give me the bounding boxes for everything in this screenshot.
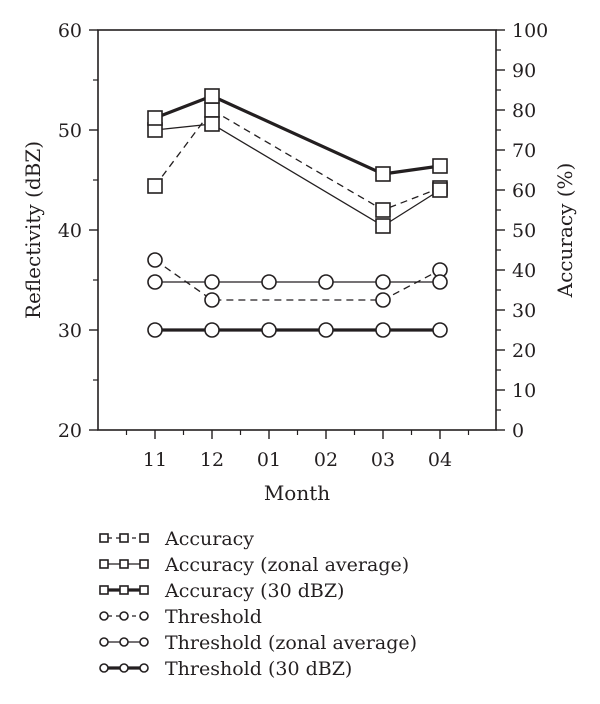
legend-marker	[139, 533, 149, 543]
data-point-circle	[432, 274, 448, 290]
legend-marker	[99, 533, 109, 543]
legend-marker	[119, 585, 129, 595]
legend-marker	[119, 637, 129, 647]
series-line	[154, 109, 441, 211]
data-point-square	[432, 182, 448, 198]
right-axis-tick-label: 40	[512, 260, 536, 282]
legend-marker	[139, 663, 149, 673]
right-axis-tick-label: 100	[512, 20, 548, 42]
x-axis-tick-label: 03	[371, 449, 395, 471]
data-point-circle	[147, 274, 163, 290]
legend-marker	[139, 585, 149, 595]
series-accuracy-30-dbz	[147, 88, 448, 182]
data-point-circle	[318, 274, 334, 290]
data-point-square	[375, 202, 391, 218]
legend: Accuracy Accuracy (zonal average) Accuracy…	[99, 528, 417, 680]
data-point-square	[147, 110, 163, 126]
x-axis-tick-label: 11	[143, 449, 167, 471]
legend-item: Threshold (30 dBZ)	[99, 658, 352, 680]
data-point-square	[375, 166, 391, 182]
x-axis-tick-label: 12	[200, 449, 224, 471]
legend-marker	[99, 663, 109, 673]
legend-marker	[119, 611, 129, 621]
right-axis-tick-label: 0	[512, 420, 524, 442]
data-point-circle	[147, 252, 163, 268]
data-point-circle	[147, 322, 163, 338]
x-axis-tick-label: 02	[314, 449, 338, 471]
legend-item: Accuracy (zonal average)	[99, 554, 409, 576]
plot-frame	[97, 29, 497, 431]
legend-item: Threshold	[99, 606, 262, 628]
series-line	[154, 123, 441, 227]
right-axis-tick-label: 30	[512, 300, 536, 322]
data-point-circle	[261, 322, 277, 338]
legend-label: Threshold (zonal average)	[165, 632, 417, 654]
legend-marker	[99, 611, 109, 621]
right-axis-title: Accuracy (%)	[553, 163, 577, 299]
x-axis-title: Month	[264, 481, 330, 505]
data-point-circle	[261, 274, 277, 290]
series-threshold-30-dbz	[147, 322, 448, 338]
legend-marker	[139, 559, 149, 569]
legend-marker	[99, 585, 109, 595]
right-axis-tick-label: 60	[512, 180, 536, 202]
legend-item: Accuracy (30 dBZ)	[99, 580, 344, 602]
data-point-circle	[204, 274, 220, 290]
plot-area	[147, 88, 448, 338]
right-axis-tick-label: 10	[512, 380, 536, 402]
data-point-square	[204, 116, 220, 132]
axes: 20 30 40 50 60 0 10 20 30 40 50 60 70 80 90 100 11 12 01 02…	[21, 20, 577, 505]
right-axis-tick-label: 80	[512, 100, 536, 122]
series-threshold	[147, 252, 448, 308]
legend-label: Accuracy (30 dBZ)	[164, 580, 344, 602]
data-point-square	[204, 102, 220, 118]
left-axis-title: Reflectivity (dBZ)	[21, 141, 45, 319]
left-axis-tick-label: 30	[58, 320, 82, 342]
right-axis-tick-label: 50	[512, 220, 536, 242]
x-axis-tick-label: 04	[428, 449, 452, 471]
left-axis-tick-label: 60	[58, 20, 82, 42]
legend-marker	[119, 663, 129, 673]
legend-label: Threshold	[165, 606, 262, 628]
legend-marker	[99, 559, 109, 569]
data-point-circle	[432, 322, 448, 338]
series-line	[154, 94, 441, 176]
data-point-circle	[318, 322, 334, 338]
data-point-circle	[204, 322, 220, 338]
data-point-circle	[375, 292, 391, 308]
legend-marker	[119, 533, 129, 543]
data-point-square	[375, 218, 391, 234]
right-axis-tick-label: 70	[512, 140, 536, 162]
legend-label: Accuracy	[164, 528, 254, 550]
legend-item: Accuracy	[99, 528, 254, 550]
right-axis-tick-label: 20	[512, 340, 536, 362]
series-accuracy-zonal-average	[147, 116, 448, 234]
legend-marker	[139, 637, 149, 647]
data-point-circle	[375, 274, 391, 290]
x-axis-tick-label: 01	[257, 449, 281, 471]
series-accuracy	[147, 102, 448, 218]
series-line	[154, 259, 441, 301]
data-point-circle	[375, 322, 391, 338]
left-axis-tick-label: 40	[58, 220, 82, 242]
left-axis-tick-label: 50	[58, 120, 82, 142]
series-threshold-zonal-average	[147, 274, 448, 290]
legend-label: Accuracy (zonal average)	[164, 554, 409, 576]
legend-label: Threshold (30 dBZ)	[165, 658, 352, 680]
data-point-circle	[204, 292, 220, 308]
data-point-square	[147, 178, 163, 194]
legend-item: Threshold (zonal average)	[99, 632, 417, 654]
right-axis-tick-label: 90	[512, 60, 536, 82]
data-point-square	[204, 88, 220, 104]
legend-marker	[119, 559, 129, 569]
data-point-square	[432, 158, 448, 174]
left-axis-tick-label: 20	[58, 420, 82, 442]
legend-marker	[139, 611, 149, 621]
legend-marker	[99, 637, 109, 647]
